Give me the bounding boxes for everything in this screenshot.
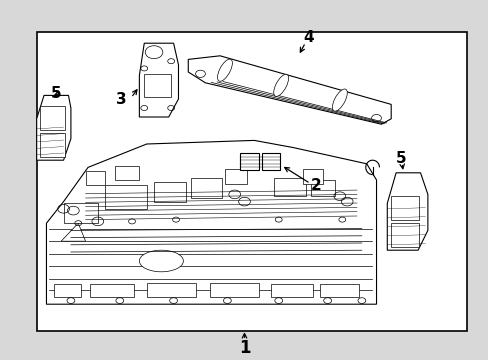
Bar	[390, 223, 418, 247]
Text: 4: 4	[303, 30, 314, 45]
Text: 1: 1	[238, 339, 250, 357]
Ellipse shape	[332, 89, 346, 111]
Bar	[63, 203, 98, 223]
Bar	[40, 133, 64, 157]
Text: 5: 5	[51, 86, 61, 101]
Bar	[90, 284, 134, 297]
Bar	[40, 106, 64, 130]
Polygon shape	[139, 43, 178, 117]
Polygon shape	[188, 56, 390, 124]
Bar	[146, 283, 195, 297]
Ellipse shape	[139, 250, 183, 272]
Bar	[115, 166, 139, 180]
Bar	[239, 153, 259, 170]
Bar	[303, 169, 322, 184]
Ellipse shape	[217, 59, 232, 81]
Bar	[271, 284, 312, 297]
Bar	[310, 180, 334, 196]
Polygon shape	[37, 95, 71, 160]
Bar	[190, 178, 222, 198]
Polygon shape	[386, 173, 427, 250]
Polygon shape	[61, 223, 85, 241]
Bar	[320, 284, 359, 297]
Bar	[85, 171, 105, 185]
Text: 3: 3	[115, 91, 126, 107]
Bar	[37, 32, 466, 331]
Bar	[390, 196, 418, 220]
Bar	[154, 182, 185, 202]
Bar	[210, 283, 259, 297]
Text: 2: 2	[310, 178, 321, 193]
Bar	[54, 284, 81, 297]
Bar	[273, 178, 305, 196]
Bar	[261, 153, 280, 170]
Bar	[105, 185, 146, 209]
Bar	[224, 169, 246, 184]
Bar	[144, 74, 171, 97]
Polygon shape	[46, 140, 376, 304]
Ellipse shape	[273, 74, 288, 96]
Text: 5: 5	[395, 151, 406, 166]
